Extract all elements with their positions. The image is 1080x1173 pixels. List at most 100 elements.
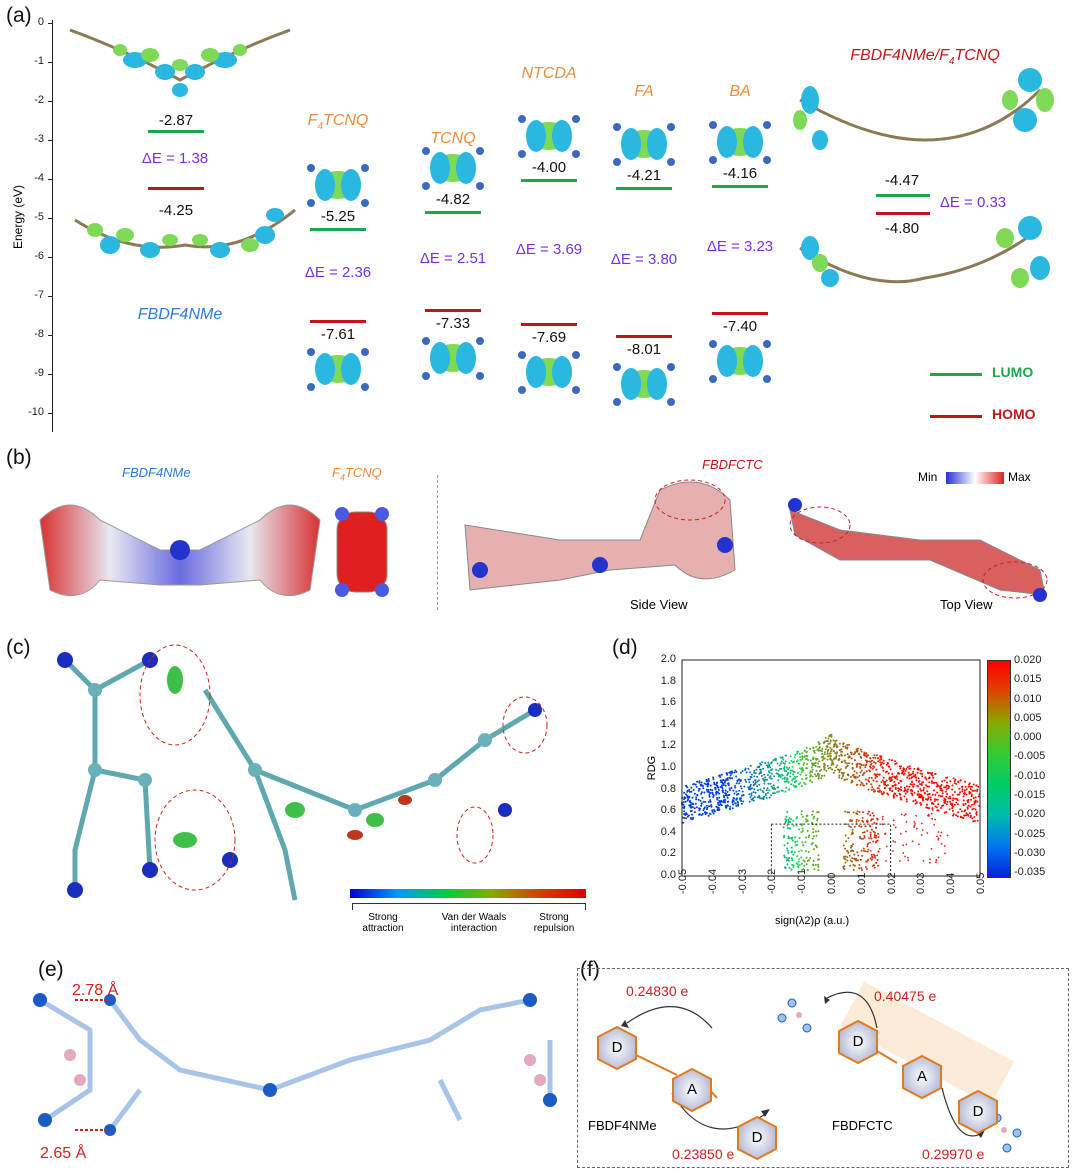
interaction-structure xyxy=(33,993,557,1136)
rdg-point xyxy=(944,798,947,801)
rdg-point xyxy=(830,748,833,751)
rdg-point xyxy=(764,762,767,764)
rdg-point xyxy=(707,788,710,791)
rdg-point xyxy=(758,772,761,775)
rdg-point xyxy=(712,812,715,815)
rdg-point xyxy=(786,842,789,845)
rdg-point xyxy=(975,784,978,787)
rdg-point xyxy=(930,780,933,783)
rdg-point xyxy=(869,841,871,844)
rdg-point xyxy=(784,866,786,869)
rdg-ytick: 0.0 xyxy=(660,869,676,881)
rdg-point xyxy=(709,784,712,787)
colorbar-tick: 0.020 xyxy=(1014,654,1042,666)
rdg-point xyxy=(735,775,738,778)
rdg-point xyxy=(800,771,803,774)
rdg-point xyxy=(797,866,800,869)
rdg-point xyxy=(866,845,869,848)
rdg-point xyxy=(952,814,954,817)
rdg-point xyxy=(838,754,841,757)
rdg-point xyxy=(871,767,874,770)
right-bottom-charge: 0.29970 e xyxy=(922,1146,985,1162)
rdg-point xyxy=(797,850,800,853)
rdg-xtick: 0.01 xyxy=(855,872,868,894)
rdg-point xyxy=(905,800,908,803)
rdg-point xyxy=(842,742,845,745)
rdg-point xyxy=(818,760,821,763)
rdg-point xyxy=(908,777,911,780)
rdg-point xyxy=(804,758,807,760)
rdg-point xyxy=(761,761,764,764)
rdg-point xyxy=(917,785,919,788)
fbdf-name: FBDF4NMe xyxy=(137,306,223,323)
rdg-point xyxy=(702,809,705,812)
rdg-point xyxy=(892,784,895,787)
rdg-point xyxy=(712,794,715,797)
rdg-point xyxy=(701,796,704,799)
rdg-point xyxy=(796,855,798,858)
rdg-xtick: -0.03 xyxy=(736,868,749,894)
rdg-point xyxy=(690,786,693,789)
rdg-point xyxy=(852,864,855,866)
rdg-point xyxy=(868,810,870,813)
rdg-point xyxy=(844,778,846,781)
rdg-point xyxy=(943,799,945,802)
energy-tick-mark xyxy=(48,140,53,141)
rdg-point xyxy=(816,758,819,760)
rdg-point xyxy=(782,762,785,765)
rdg-point xyxy=(866,850,869,853)
rdg-point xyxy=(899,793,902,796)
rdg-point xyxy=(860,756,863,759)
rdg-point xyxy=(851,819,854,822)
rdg-point xyxy=(879,755,882,758)
rdg-point xyxy=(958,787,961,790)
rdg-point xyxy=(759,788,762,791)
rdg-point xyxy=(972,797,975,800)
molecule-orbital-lumo xyxy=(613,123,675,167)
hexagon-donor xyxy=(838,1019,878,1065)
rdg-point xyxy=(770,772,773,775)
rdg-point xyxy=(721,789,724,792)
rdg-point xyxy=(848,756,851,759)
rdg-point xyxy=(870,828,873,831)
rdg-point xyxy=(705,788,708,791)
nci-isosurface-structure xyxy=(57,644,548,901)
rdg-point xyxy=(798,858,800,861)
rdg-point xyxy=(832,763,835,766)
rdg-point xyxy=(805,755,808,758)
rdg-point xyxy=(925,806,928,809)
rdg-point xyxy=(859,748,862,751)
rdg-point xyxy=(772,759,775,762)
colorbar-tick: -0.025 xyxy=(1014,827,1046,840)
rdg-point xyxy=(693,811,696,814)
rdg-point xyxy=(919,772,922,775)
rdg-point xyxy=(780,756,783,759)
rdg-point xyxy=(848,811,851,814)
rdg-point xyxy=(705,811,708,814)
rdg-point xyxy=(692,816,695,819)
fbdf-homo-value: -4.25 xyxy=(158,202,194,219)
rdg-point xyxy=(872,765,875,768)
rdg-point xyxy=(823,774,826,777)
rdg-point xyxy=(742,794,745,797)
rdg-point xyxy=(942,804,945,807)
rdg-point xyxy=(786,847,789,850)
rdg-point xyxy=(697,798,700,801)
rdg-point xyxy=(728,787,731,790)
rdg-point xyxy=(875,780,878,783)
rdg-point xyxy=(867,779,870,782)
rdg-point xyxy=(902,773,905,776)
rdg-point xyxy=(823,751,826,754)
rdg-point xyxy=(914,802,917,805)
rdg-point xyxy=(854,858,857,861)
rdg-point xyxy=(749,771,752,774)
rdg-point xyxy=(883,787,886,790)
rdg-point xyxy=(818,858,820,861)
rdg-point xyxy=(934,818,936,821)
rdg-point xyxy=(919,788,922,790)
rdg-point xyxy=(753,769,756,772)
rdg-point xyxy=(946,776,949,779)
rdg-point xyxy=(853,825,856,828)
rdg-point xyxy=(883,782,885,785)
rdg-point xyxy=(835,739,838,742)
